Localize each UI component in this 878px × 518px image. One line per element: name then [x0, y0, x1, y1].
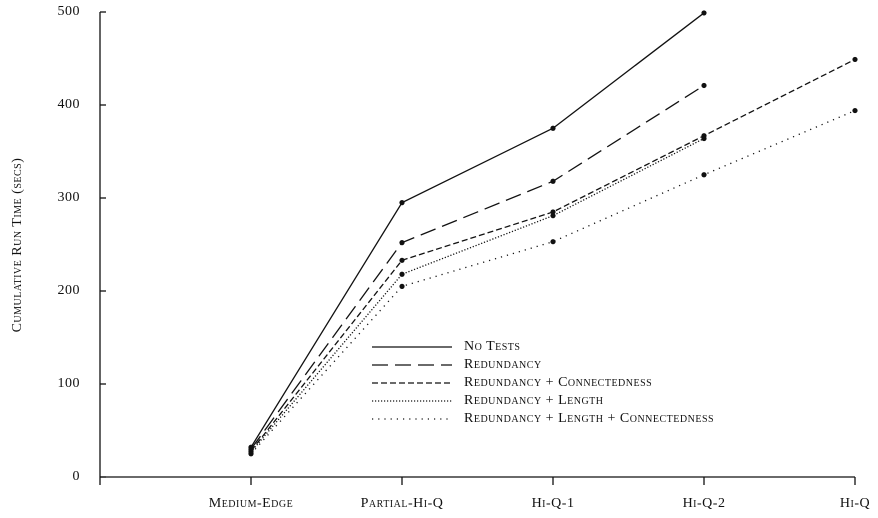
series-line	[250, 58, 856, 452]
x-tick-label: Hi-Q-1	[532, 496, 575, 511]
data-point	[701, 135, 707, 142]
legend-label: Redundancy	[464, 357, 542, 372]
data-point	[399, 240, 405, 246]
y-tick-label: 300	[58, 190, 81, 205]
y-tick-label: 400	[58, 97, 81, 112]
data-point	[399, 283, 405, 289]
y-axis-label: Cumulative Run Time (secs)	[10, 158, 25, 333]
data-point	[852, 107, 858, 114]
data-point	[550, 178, 556, 184]
y-tick-label: 500	[58, 4, 81, 19]
series-line	[250, 12, 705, 448]
data-point	[550, 239, 556, 245]
y-tick-label: 200	[58, 283, 81, 298]
data-point	[550, 209, 556, 215]
series-line	[250, 84, 705, 450]
data-point	[701, 172, 707, 178]
x-tick-label: Hi-Q	[840, 496, 870, 511]
data-point	[399, 200, 405, 206]
y-tick-label: 0	[73, 469, 81, 484]
data-point	[550, 213, 556, 219]
data-point	[399, 271, 405, 277]
data-point	[399, 257, 405, 263]
x-tick-label: Medium-Edge	[209, 496, 294, 511]
data-point	[550, 125, 556, 131]
x-tick-label: Partial-Hi-Q	[361, 496, 444, 511]
y-tick-label: 100	[58, 376, 81, 391]
data-point	[248, 451, 254, 457]
x-tick-label: Hi-Q-2	[683, 496, 726, 511]
legend-label: Redundancy + Length + Connectedness	[464, 411, 714, 426]
data-point	[701, 10, 707, 16]
data-point	[852, 56, 858, 63]
data-point	[701, 82, 707, 89]
legend-label: Redundancy + Connectedness	[464, 375, 652, 390]
legend-label: Redundancy + Length	[464, 393, 604, 408]
legend-label: No Tests	[464, 339, 520, 354]
